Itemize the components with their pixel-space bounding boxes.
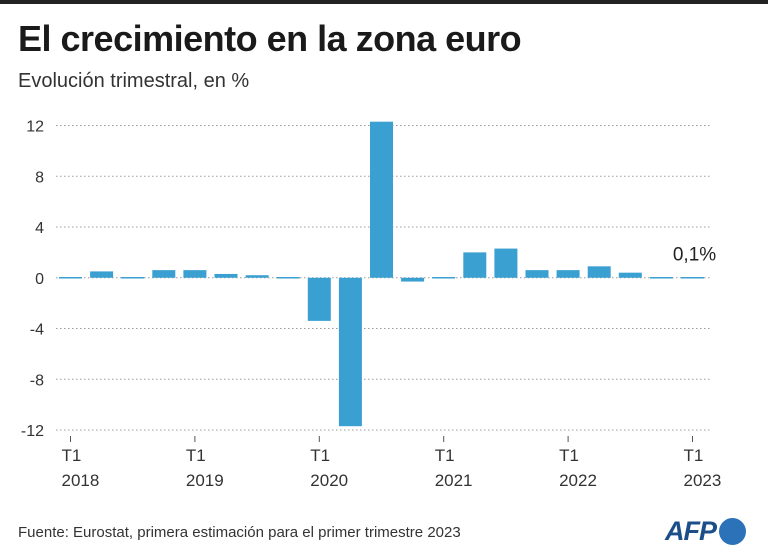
y-tick-label: 12 xyxy=(26,119,44,136)
y-tick-label: -12 xyxy=(21,423,44,440)
bar xyxy=(307,277,331,321)
y-tick-label: 8 xyxy=(35,169,44,186)
y-tick-label: -8 xyxy=(30,372,44,389)
bar xyxy=(276,277,300,279)
bar xyxy=(121,277,145,279)
x-tick-quarter: T1 xyxy=(310,446,330,465)
bar xyxy=(618,272,642,278)
chart-subtitle: Evolución trimestral, en % xyxy=(18,70,250,92)
x-tick-quarter: T1 xyxy=(435,446,455,465)
x-tick-quarter: T1 xyxy=(186,446,206,465)
bar xyxy=(370,121,393,278)
source-note: Fuente: Eurostat, primera estimación par… xyxy=(18,524,461,541)
afp-logo: AFP xyxy=(665,514,746,548)
bar xyxy=(463,252,487,278)
bar xyxy=(401,277,425,282)
x-tick-year: 2022 xyxy=(559,471,597,490)
bar xyxy=(649,277,673,279)
bar xyxy=(525,270,549,278)
x-tick-year: 2019 xyxy=(186,471,224,490)
x-tick-year: 2018 xyxy=(62,471,100,490)
bar xyxy=(587,266,611,278)
top-rule xyxy=(0,0,768,4)
y-tick-label: 4 xyxy=(35,220,44,237)
x-tick-quarter: T1 xyxy=(62,446,82,465)
x-tick-quarter: T1 xyxy=(684,446,704,465)
chart-title: El crecimiento en la zona euro xyxy=(18,18,522,59)
bar xyxy=(245,275,269,278)
x-tick-year: 2021 xyxy=(435,471,473,490)
bar xyxy=(338,277,362,427)
afp-logo-text: AFP xyxy=(665,515,717,546)
y-tick-label: 0 xyxy=(35,271,44,288)
bar xyxy=(494,248,518,278)
bar-chart: 12 8 4 0 -4 -8 -12 T1 2018 T1 2019 T1 2020 T1 2021 T1 20… xyxy=(21,119,722,491)
bar xyxy=(59,277,82,279)
x-tick-quarter: T1 xyxy=(559,446,579,465)
bar xyxy=(214,273,238,278)
afp-logo-dot-icon xyxy=(719,517,746,545)
bar xyxy=(183,270,207,278)
y-tick-label: -4 xyxy=(30,322,44,339)
bar xyxy=(681,277,704,279)
bar xyxy=(556,270,580,278)
x-tick-year: 2023 xyxy=(684,471,722,490)
bar xyxy=(90,271,114,278)
value-annotation: 0,1% xyxy=(673,244,716,265)
x-tick-year: 2020 xyxy=(310,471,348,490)
bar xyxy=(432,277,456,279)
bar xyxy=(152,270,176,278)
